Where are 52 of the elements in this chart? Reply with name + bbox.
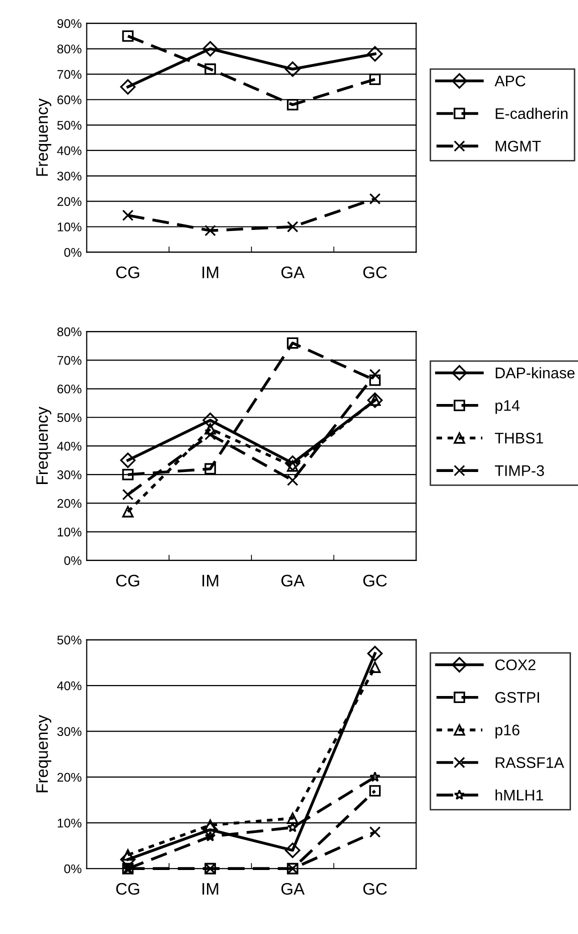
- legend-label: p14: [496, 400, 520, 414]
- legend-label: THBS1: [494, 432, 544, 444]
- x-tick-label: IM: [202, 883, 218, 895]
- y-tick-label: 40%: [57, 681, 82, 690]
- x-tick-label: IM: [202, 574, 218, 586]
- legend-label: APC: [494, 76, 526, 86]
- y-tick-label: 30%: [57, 470, 82, 480]
- y-tick-label: 0%: [64, 864, 82, 874]
- y-tick-label: 30%: [57, 727, 82, 736]
- legend-label: GSTPI: [495, 692, 539, 703]
- x-tick-label: GC: [363, 574, 387, 587]
- y-axis-title: Frequency: [36, 98, 52, 176]
- y-tick-label: 70%: [57, 70, 82, 79]
- x-tick-label: GA: [281, 266, 305, 278]
- legend-label: DAP-kinase: [496, 367, 575, 378]
- y-tick-label: 30%: [57, 172, 82, 181]
- y-tick-label: 50%: [57, 120, 82, 130]
- legend-label: TIMP-3: [494, 465, 544, 476]
- x-tick-label: CG: [116, 574, 140, 587]
- y-tick-label: 40%: [57, 146, 82, 156]
- y-tick-label: 10%: [58, 528, 82, 536]
- x-tick-label: IM: [202, 266, 218, 278]
- y-tick-label: 50%: [57, 636, 82, 644]
- y-tick-label: 0%: [64, 248, 82, 257]
- x-tick-label: CG: [116, 266, 140, 278]
- x-tick-label: CG: [116, 882, 140, 895]
- x-tick-label: GC: [363, 882, 387, 895]
- legend-label: E-cadherin: [496, 108, 568, 119]
- y-tick-label: 20%: [57, 772, 82, 782]
- x-tick-label: GA: [281, 882, 305, 895]
- y-tick-label: 60%: [57, 95, 82, 104]
- y-tick-label: 60%: [57, 384, 82, 394]
- y-tick-label: 40%: [57, 442, 82, 451]
- y-tick-label: 10%: [58, 222, 82, 232]
- legend-label: MGMT: [496, 140, 541, 152]
- y-tick-label: 20%: [57, 498, 82, 508]
- y-axis-title: Frequency: [36, 406, 52, 484]
- y-tick-label: 80%: [57, 327, 82, 336]
- y-tick-label: 50%: [57, 413, 82, 422]
- legend-label: hMLH1: [496, 789, 544, 800]
- y-tick-label: 0%: [64, 556, 82, 566]
- y-tick-label: 20%: [57, 197, 82, 206]
- legend-label: p16: [496, 724, 520, 738]
- x-tick-label: GA: [281, 574, 305, 587]
- y-tick-label: 10%: [58, 818, 82, 828]
- y-axis-title: Frequency: [36, 714, 52, 792]
- y-tick-label: 80%: [57, 44, 82, 54]
- y-tick-label: 70%: [57, 356, 82, 365]
- legend-label: RASSF1A: [496, 757, 564, 768]
- y-tick-label: 90%: [57, 19, 82, 28]
- legend-label: COX2: [495, 659, 536, 670]
- x-tick-label: GC: [363, 266, 387, 278]
